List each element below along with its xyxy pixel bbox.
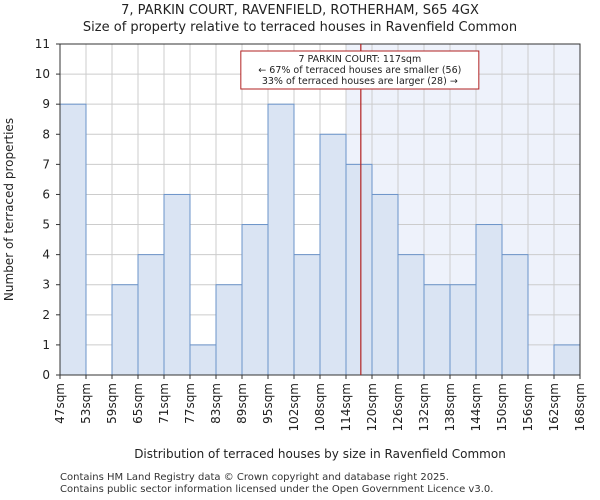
y-axis-label: Number of terraced properties [2,118,16,301]
annotation-line: 33% of terraced houses are larger (28) → [262,76,458,87]
x-tick-label: 138sqm [443,383,457,431]
chart-title: 7, PARKIN COURT, RAVENFIELD, ROTHERHAM, … [121,3,479,18]
y-tick-label: 7 [42,157,50,171]
chart-subtitle: Size of property relative to terraced ho… [82,20,518,35]
x-tick-label: 156sqm [521,383,535,431]
x-tick-label: 150sqm [495,383,509,431]
chart-canvas: 0 1 2 3 4 5 6 7 8 9 10 11 47sqm 53sqm 59sqm 65sqm 71sqm 7… [2,37,587,461]
x-tick-label: 47sqm [53,383,67,424]
x-tick-label: 144sqm [469,383,483,431]
y-tick-label: 3 [42,278,50,292]
annotation-line: 7 PARKIN COURT: 117sqm [298,54,421,65]
footer-copyright: Contains HM Land Registry data © Crown c… [60,472,449,483]
y-tick-label: 9 [42,97,50,111]
x-tick-label: 132sqm [417,383,431,431]
x-tick-label: 83sqm [209,383,223,424]
x-tick-label: 114sqm [339,383,353,431]
y-tick-label: 8 [42,127,50,141]
bar [553,344,581,376]
y-tick-label: 5 [42,218,50,232]
bar [137,254,165,376]
x-tick-label: 65sqm [131,383,145,424]
bar [423,284,451,376]
x-tick-label: 102sqm [287,383,301,431]
bar [449,284,477,376]
bar [215,284,243,376]
bar [397,254,425,376]
x-tick-label: 77sqm [183,383,197,424]
x-tick-label: 59sqm [105,383,119,424]
x-tick-label: 126sqm [391,383,405,431]
x-tick-label: 108sqm [313,383,327,431]
y-tick-label: 0 [42,368,50,382]
annotation-line: ← 67% of terraced houses are smaller (56… [258,65,461,76]
x-tick-label: 168sqm [573,383,587,431]
y-tick-label: 10 [35,67,50,81]
bar [371,193,399,376]
bar [241,224,269,376]
x-axis-label: Distribution of terraced houses by size … [134,447,506,461]
bar [319,133,347,376]
y-tick-label: 11 [35,37,50,51]
bar [111,284,139,376]
annotation-box [240,50,480,90]
x-tick-label: 95sqm [261,383,275,424]
bar [59,103,87,376]
bar [267,103,295,376]
bar [293,254,321,376]
bar [475,224,503,376]
bar [501,254,529,376]
y-tick-label: 6 [42,187,50,201]
bar [189,344,217,376]
footer-licence: Contains public sector information licen… [60,484,494,495]
x-tick-label: 89sqm [235,383,249,424]
x-tick-label: 53sqm [79,383,93,424]
y-tick-label: 1 [42,338,50,352]
y-tick-label: 4 [42,248,50,262]
bar [345,163,373,376]
y-tick-label: 2 [42,308,50,322]
x-tick-label: 120sqm [365,383,379,431]
x-tick-label: 162sqm [547,383,561,431]
x-tick-label: 71sqm [157,383,171,424]
bar [163,193,191,376]
